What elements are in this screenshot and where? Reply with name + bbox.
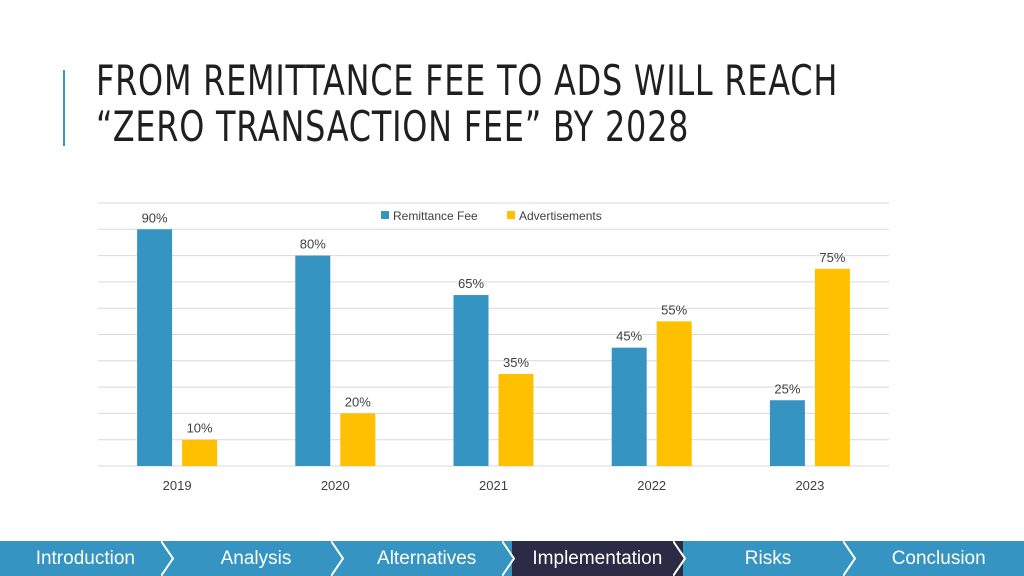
nav-item-risks[interactable]: Risks	[682, 541, 854, 576]
data-label: 65%	[458, 276, 484, 291]
nav-item-label: Conclusion	[891, 547, 986, 569]
nav-item-introduction[interactable]: Introduction	[0, 541, 171, 576]
x-tick-label: 2019	[163, 478, 192, 493]
bar-advertisements-2022	[656, 321, 692, 466]
data-label: 25%	[774, 381, 800, 396]
bar-remittance-fee-2022	[611, 347, 647, 466]
nav-item-label: Risks	[744, 547, 792, 569]
bar-remittance-fee-2021	[453, 295, 489, 466]
nav-item-label: Introduction	[35, 547, 135, 569]
section-navigation: Introduction Analysis Alternatives Implemen…	[0, 541, 1024, 576]
nav-item-label: Alternatives	[377, 547, 477, 569]
legend-label: Advertisements	[519, 209, 602, 223]
title-line-1: FROM REMITTANCE FEE TO ADS WILL REACH	[96, 56, 839, 105]
title-accent-bar	[63, 70, 65, 146]
bar-advertisements-2020	[340, 413, 376, 466]
data-label: 80%	[300, 237, 326, 252]
nav-item-label: Analysis	[220, 547, 292, 569]
x-tick-label: 2021	[479, 478, 508, 493]
bar-remittance-fee-2019	[137, 229, 173, 466]
x-tick-label: 2022	[637, 478, 666, 493]
title-line-2: “ZERO TRANSACTION FEE” BY 2028	[96, 102, 690, 151]
nav-item-implementation[interactable]: Implementation	[512, 541, 683, 576]
legend-swatch-remittance-fee	[381, 211, 389, 219]
data-label: 35%	[503, 355, 529, 370]
nav-item-alternatives[interactable]: Alternatives	[341, 541, 513, 576]
data-label: 55%	[661, 302, 687, 317]
nav-item-analysis[interactable]: Analysis	[170, 541, 342, 576]
bar-advertisements-2021	[498, 373, 534, 466]
nav-item-conclusion[interactable]: Conclusion	[853, 541, 1024, 576]
bar-advertisements-2023	[814, 268, 850, 466]
bar-remittance-fee-2023	[769, 400, 805, 466]
data-label: 45%	[616, 329, 642, 344]
bar-advertisements-2019	[182, 439, 218, 466]
data-label: 90%	[142, 210, 168, 225]
data-label: 20%	[345, 394, 371, 409]
data-label: 75%	[819, 250, 845, 265]
legend-label: Remittance Fee	[393, 209, 478, 223]
slide-title: FROM REMITTANCE FEE TO ADS WILL REACH “Z…	[96, 56, 839, 151]
bar-chart: 90% 10% 2019 80% 20% 2020 65% 35% 2021 45% 55% 2022…	[98, 202, 889, 493]
x-tick-label: 2020	[321, 478, 350, 493]
bar-remittance-fee-2020	[295, 255, 331, 466]
legend-swatch-advertisements	[507, 211, 515, 219]
nav-item-label: Implementation	[532, 547, 663, 569]
data-label: 10%	[187, 421, 213, 436]
x-tick-label: 2023	[795, 478, 824, 493]
